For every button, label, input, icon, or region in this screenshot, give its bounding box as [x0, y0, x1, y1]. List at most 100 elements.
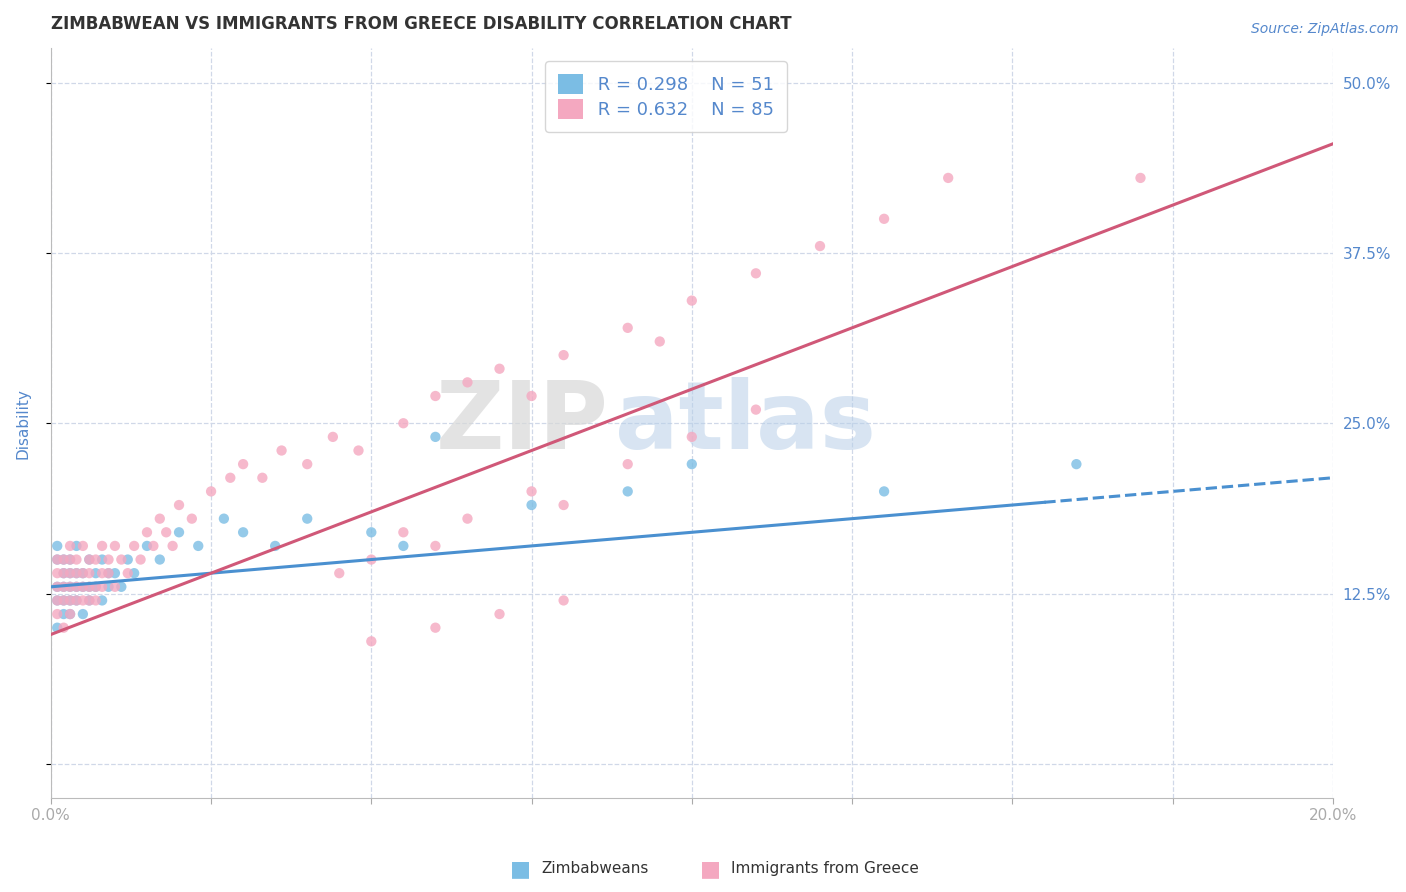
Point: [59, 607, 82, 621]
Point: [252, 471, 274, 485]
Point: [91, 593, 114, 607]
Point: [46, 539, 69, 553]
Point: [46, 580, 69, 594]
Point: [155, 525, 177, 540]
Point: [52, 552, 75, 566]
Point: [59, 539, 82, 553]
Point: [392, 539, 415, 553]
Point: [52, 580, 75, 594]
Point: [117, 566, 139, 581]
Point: [360, 525, 382, 540]
Point: [65, 566, 87, 581]
Point: [297, 457, 319, 471]
Point: [97, 566, 120, 581]
Point: [84, 593, 107, 607]
Point: [873, 484, 896, 499]
Text: atlas: atlas: [614, 377, 876, 469]
Point: [360, 634, 382, 648]
Point: [328, 566, 350, 581]
Point: [59, 552, 82, 566]
Point: [360, 552, 382, 566]
Point: [65, 552, 87, 566]
Point: [322, 430, 344, 444]
Point: [936, 170, 959, 185]
Point: [65, 539, 87, 553]
Point: [65, 580, 87, 594]
Point: [46, 566, 69, 581]
Point: [392, 525, 415, 540]
Point: [232, 525, 254, 540]
Point: [91, 566, 114, 581]
Point: [59, 607, 82, 621]
Point: [52, 580, 75, 594]
Point: [616, 321, 638, 335]
Point: [110, 580, 132, 594]
Point: [104, 566, 127, 581]
Text: ZIP: ZIP: [436, 377, 609, 469]
Point: [97, 566, 120, 581]
Point: [65, 566, 87, 581]
Point: [136, 525, 159, 540]
Point: [520, 484, 543, 499]
Point: [219, 471, 242, 485]
Y-axis label: Disability: Disability: [15, 388, 30, 458]
Text: Source: ZipAtlas.com: Source: ZipAtlas.com: [1251, 22, 1399, 37]
Point: [59, 593, 82, 607]
Point: [46, 580, 69, 594]
Point: [104, 539, 127, 553]
Point: [616, 484, 638, 499]
Point: [456, 511, 478, 525]
Point: [129, 552, 152, 566]
Point: [59, 593, 82, 607]
Point: [59, 566, 82, 581]
Point: [425, 539, 447, 553]
Point: [553, 593, 575, 607]
Point: [52, 621, 75, 635]
Point: [97, 580, 120, 594]
Point: [46, 593, 69, 607]
Point: [681, 430, 703, 444]
Point: [149, 511, 172, 525]
Point: [91, 539, 114, 553]
Point: [65, 593, 87, 607]
Point: [52, 593, 75, 607]
Point: [270, 443, 292, 458]
Point: [232, 457, 254, 471]
Point: [79, 580, 101, 594]
Point: [808, 239, 831, 253]
Point: [65, 580, 87, 594]
Point: [79, 552, 101, 566]
Point: [425, 389, 447, 403]
Point: [79, 552, 101, 566]
Point: [392, 416, 415, 430]
Point: [52, 566, 75, 581]
Point: [72, 593, 94, 607]
Point: [122, 539, 145, 553]
Point: [72, 580, 94, 594]
Point: [59, 552, 82, 566]
Text: ZIMBABWEAN VS IMMIGRANTS FROM GREECE DISABILITY CORRELATION CHART: ZIMBABWEAN VS IMMIGRANTS FROM GREECE DIS…: [51, 15, 792, 33]
Point: [136, 539, 159, 553]
Point: [187, 539, 209, 553]
Point: [79, 593, 101, 607]
Point: [488, 607, 510, 621]
Point: [84, 552, 107, 566]
Point: [149, 552, 172, 566]
Point: [72, 566, 94, 581]
Text: Immigrants from Greece: Immigrants from Greece: [731, 862, 920, 876]
Point: [167, 525, 190, 540]
Point: [200, 484, 222, 499]
Point: [52, 607, 75, 621]
Point: [520, 498, 543, 512]
Point: [84, 580, 107, 594]
Point: [72, 539, 94, 553]
Point: [648, 334, 671, 349]
Point: [347, 443, 370, 458]
Point: [59, 580, 82, 594]
Point: [681, 293, 703, 308]
Legend:  R = 0.298    N = 51,  R = 0.632    N = 85: R = 0.298 N = 51, R = 0.632 N = 85: [546, 62, 787, 132]
Point: [681, 457, 703, 471]
Point: [212, 511, 235, 525]
Point: [72, 607, 94, 621]
Point: [110, 552, 132, 566]
